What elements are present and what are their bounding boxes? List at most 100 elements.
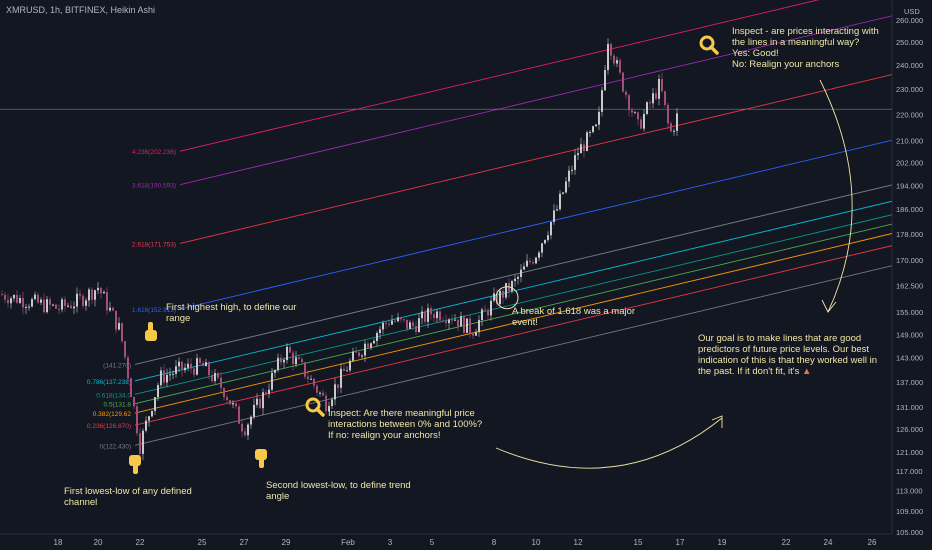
candle-body [613, 55, 615, 64]
candle-body [4, 294, 6, 300]
x-tick-label: 22 [136, 538, 145, 547]
candle-body [643, 113, 645, 129]
inspect-upper-line3: No: Realign your anchors [732, 59, 840, 70]
candle-body [262, 392, 264, 409]
candle-body [436, 311, 438, 319]
fib-line-0 [134, 265, 893, 446]
candle-body [85, 300, 87, 306]
candle-body [502, 290, 504, 298]
candle-body [289, 346, 291, 353]
candle-body [121, 322, 123, 342]
candle-body [454, 319, 456, 321]
candle-body [658, 78, 660, 99]
x-tick-label: Feb [341, 538, 355, 547]
candle-body [34, 294, 36, 300]
candle-body [520, 269, 522, 277]
candle-body [466, 318, 468, 333]
candle-body [628, 95, 630, 111]
candle-body [586, 132, 588, 151]
candle-body [400, 317, 402, 320]
candle-body [175, 366, 177, 374]
candle-body [562, 192, 564, 194]
candle-body [253, 404, 255, 417]
candle-body [157, 385, 159, 398]
candle-body [22, 298, 24, 308]
price-axis-panel [892, 0, 932, 550]
candle-body [655, 93, 657, 99]
candle-body [622, 72, 624, 92]
x-tick-label: 3 [388, 538, 393, 547]
candle-body [268, 389, 270, 394]
y-tick-label: 220.000 [896, 110, 923, 119]
candle-body [61, 299, 63, 310]
x-tick-label: 18 [54, 538, 63, 547]
y-tick-label: 137.000 [896, 378, 923, 387]
x-tick-label: 20 [94, 538, 103, 547]
candle-body [265, 392, 267, 394]
candle-body [139, 433, 141, 454]
candle-body [574, 155, 576, 170]
x-tick-label: 10 [532, 538, 541, 547]
candle-body [79, 293, 81, 296]
candle-body [556, 209, 558, 211]
arrow-head-upper [821, 299, 837, 313]
candle-body [340, 368, 342, 388]
candle-body [496, 293, 498, 305]
symbol-header: XMRUSD, 1h, BITFINEX, Heikin Ashi [6, 5, 156, 15]
candle-body [286, 346, 288, 361]
candle-body [58, 308, 60, 310]
candle-body [346, 370, 348, 372]
candle-body [298, 357, 300, 360]
candle-body [355, 351, 357, 353]
candle-body [295, 357, 297, 365]
y-tick-label: 155.000 [896, 308, 923, 317]
inspect-upper-line2: Yes: Good! [732, 48, 779, 59]
candle-body [571, 169, 573, 171]
candle-body [517, 276, 519, 279]
candle-body [142, 430, 144, 454]
x-tick-label: 17 [676, 538, 685, 547]
candle-body [67, 305, 69, 307]
magnifier-icon [699, 35, 719, 55]
candle-body [412, 322, 414, 327]
candle-body [202, 362, 204, 367]
candle-body [535, 257, 537, 264]
pointing-hand-icon [129, 455, 141, 474]
candle-body [481, 309, 483, 321]
candle-body [256, 398, 258, 405]
candle-body [319, 392, 321, 394]
fib-label-0.382: 0.382(129.62 [93, 411, 132, 418]
candle-body [376, 333, 378, 341]
candle-body [241, 423, 243, 432]
candle-body [511, 281, 513, 292]
candle-body [49, 299, 51, 305]
candle-body [499, 290, 501, 305]
candle-body [325, 395, 327, 412]
candle-body [370, 343, 372, 348]
fib-line-0.786 [134, 200, 893, 382]
fib-label-3.618: 3.618(190.593) [132, 183, 176, 190]
candle-body [550, 222, 552, 236]
candle-body [616, 60, 618, 64]
candle-body [478, 320, 480, 333]
candle-body [358, 352, 360, 357]
fib-label-0.618: 0.618(134.0 [96, 392, 131, 399]
candle-body [505, 283, 507, 298]
candle-body [631, 110, 633, 113]
annotation-first-low: First lowest-low of any defined channel [64, 486, 192, 508]
candle-body [28, 306, 30, 308]
x-tick-label: 29 [282, 538, 291, 547]
candle-body [250, 416, 252, 425]
curved-arrow-upper [819, 79, 853, 313]
candle-body [82, 295, 84, 306]
candle-body [316, 385, 318, 393]
poop-emoji-icon: ▲ [801, 366, 812, 377]
fib-line-2.618 [179, 74, 893, 244]
candle-body [172, 373, 174, 375]
candle-body [493, 293, 495, 301]
y-tick-label: 260.000 [896, 16, 923, 25]
fib-label-1.618: 1.618(152.913) [132, 307, 176, 314]
candle-body [19, 298, 21, 303]
candle-body [673, 130, 675, 132]
